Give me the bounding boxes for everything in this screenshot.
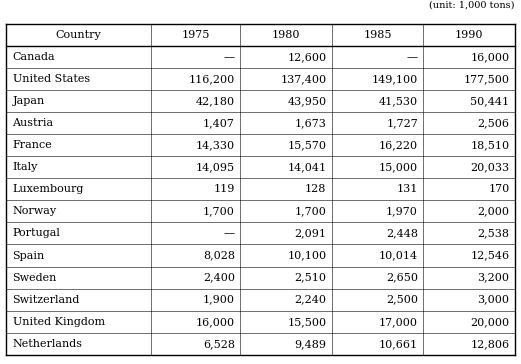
Text: 1,700: 1,700 bbox=[294, 206, 327, 216]
Text: (unit: 1,000 tons): (unit: 1,000 tons) bbox=[429, 0, 515, 9]
Text: Country: Country bbox=[56, 30, 102, 40]
Text: 43,950: 43,950 bbox=[288, 96, 327, 106]
Text: 12,806: 12,806 bbox=[470, 339, 510, 349]
Text: 10,661: 10,661 bbox=[379, 339, 418, 349]
Text: —: — bbox=[224, 229, 235, 238]
Text: 9,489: 9,489 bbox=[294, 339, 327, 349]
Text: 1,727: 1,727 bbox=[386, 118, 418, 128]
Text: Austria: Austria bbox=[13, 118, 54, 128]
Text: United States: United States bbox=[13, 74, 90, 84]
Text: 8,028: 8,028 bbox=[203, 250, 235, 261]
Text: 2,400: 2,400 bbox=[203, 273, 235, 282]
Text: 15,570: 15,570 bbox=[288, 140, 327, 150]
Text: Spain: Spain bbox=[13, 250, 45, 261]
Text: 2,091: 2,091 bbox=[294, 229, 327, 238]
Text: 16,220: 16,220 bbox=[379, 140, 418, 150]
Text: 2,510: 2,510 bbox=[294, 273, 327, 282]
Text: 116,200: 116,200 bbox=[189, 74, 235, 84]
Text: —: — bbox=[224, 52, 235, 62]
Text: 14,330: 14,330 bbox=[196, 140, 235, 150]
Text: 3,200: 3,200 bbox=[478, 273, 510, 282]
Text: 2,500: 2,500 bbox=[386, 295, 418, 305]
Text: Norway: Norway bbox=[13, 206, 57, 216]
Text: 15,000: 15,000 bbox=[379, 162, 418, 172]
Text: 1,900: 1,900 bbox=[203, 295, 235, 305]
Text: 131: 131 bbox=[396, 184, 418, 194]
Text: 3,000: 3,000 bbox=[478, 295, 510, 305]
Text: 12,600: 12,600 bbox=[288, 52, 327, 62]
Text: 119: 119 bbox=[214, 184, 235, 194]
Text: 2,538: 2,538 bbox=[478, 229, 510, 238]
Text: 2,448: 2,448 bbox=[386, 229, 418, 238]
Text: United Kingdom: United Kingdom bbox=[13, 317, 105, 327]
Text: Luxembourg: Luxembourg bbox=[13, 184, 84, 194]
Text: 128: 128 bbox=[305, 184, 327, 194]
Text: Sweden: Sweden bbox=[13, 273, 57, 282]
Text: 1980: 1980 bbox=[271, 30, 300, 40]
Text: 1,407: 1,407 bbox=[203, 118, 235, 128]
Text: Portugal: Portugal bbox=[13, 229, 60, 238]
Text: 6,528: 6,528 bbox=[203, 339, 235, 349]
Text: Japan: Japan bbox=[13, 96, 45, 106]
Text: 42,180: 42,180 bbox=[196, 96, 235, 106]
Text: Netherlands: Netherlands bbox=[13, 339, 82, 349]
Text: France: France bbox=[13, 140, 52, 150]
Text: 1,700: 1,700 bbox=[203, 206, 235, 216]
Text: 1985: 1985 bbox=[363, 30, 392, 40]
Text: —: — bbox=[407, 52, 418, 62]
Text: Switzerland: Switzerland bbox=[13, 295, 80, 305]
Text: 2,000: 2,000 bbox=[478, 206, 510, 216]
Text: 14,041: 14,041 bbox=[288, 162, 327, 172]
Text: 149,100: 149,100 bbox=[372, 74, 418, 84]
Text: 177,500: 177,500 bbox=[464, 74, 510, 84]
Text: 50,441: 50,441 bbox=[470, 96, 510, 106]
Text: 10,014: 10,014 bbox=[379, 250, 418, 261]
Text: 2,650: 2,650 bbox=[386, 273, 418, 282]
Text: 16,000: 16,000 bbox=[470, 52, 510, 62]
Text: 17,000: 17,000 bbox=[379, 317, 418, 327]
Text: 15,500: 15,500 bbox=[288, 317, 327, 327]
Text: 20,033: 20,033 bbox=[470, 162, 510, 172]
Text: 10,100: 10,100 bbox=[288, 250, 327, 261]
Text: 41,530: 41,530 bbox=[379, 96, 418, 106]
Text: 1,673: 1,673 bbox=[294, 118, 327, 128]
Text: 2,240: 2,240 bbox=[294, 295, 327, 305]
Text: 1990: 1990 bbox=[455, 30, 483, 40]
Text: 20,000: 20,000 bbox=[470, 317, 510, 327]
Text: 1,970: 1,970 bbox=[386, 206, 418, 216]
Text: 14,095: 14,095 bbox=[196, 162, 235, 172]
Text: Canada: Canada bbox=[13, 52, 55, 62]
Text: 1975: 1975 bbox=[181, 30, 210, 40]
Text: 16,000: 16,000 bbox=[196, 317, 235, 327]
Text: 170: 170 bbox=[488, 184, 510, 194]
Text: 2,506: 2,506 bbox=[478, 118, 510, 128]
Text: 18,510: 18,510 bbox=[470, 140, 510, 150]
Text: 12,546: 12,546 bbox=[470, 250, 510, 261]
Text: 137,400: 137,400 bbox=[280, 74, 327, 84]
Text: Italy: Italy bbox=[13, 162, 38, 172]
